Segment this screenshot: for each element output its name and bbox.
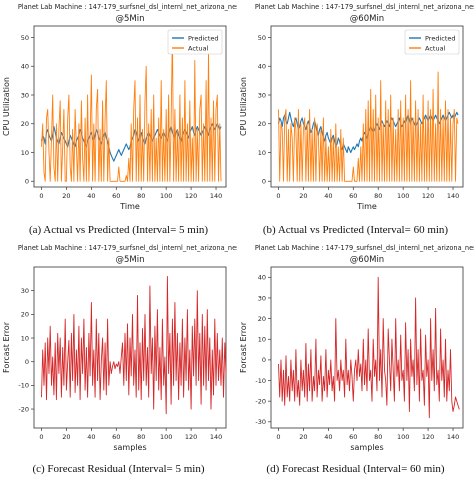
y-tick-label: 40: [258, 63, 266, 71]
x-tick-label: 80: [137, 433, 145, 441]
x-tick-label: 60: [112, 433, 120, 441]
x-tick-label: 140: [210, 433, 222, 441]
legend-label: Predicted: [425, 34, 456, 42]
y-axis-label: CPU Utilization: [2, 77, 11, 136]
y-tick-label: 30: [258, 91, 266, 99]
caption-a: (a) Actual vs Predicted (Interval= 5 min…: [28, 224, 209, 236]
chart-d: Planet Lab Machine : 147-179_surfsnel_ds…: [239, 244, 474, 452]
y-tick-label: -10: [18, 382, 29, 390]
chart-subtitle: @60Min: [350, 255, 384, 265]
caption-b: (b) Actual vs Predicted (Interval= 60 mi…: [262, 224, 449, 236]
chart-a: Planet Lab Machine : 147-179_surfsnel_ds…: [2, 3, 237, 211]
x-axis-label: samples: [113, 443, 146, 452]
chart-c: Planet Lab Machine : 147-179_surfsnel_ds…: [2, 244, 237, 452]
residual-line: [278, 276, 460, 419]
x-tick-label: 80: [374, 433, 382, 441]
panel-c: Planet Lab Machine : 147-179_surfsnel_ds…: [0, 241, 237, 482]
x-tick-label: 100: [397, 192, 409, 200]
chart-subtitle: @60Min: [350, 14, 384, 24]
panel-a: Planet Lab Machine : 147-179_surfsnel_ds…: [0, 0, 237, 241]
y-axis-label: CPU Utilization: [239, 77, 248, 136]
y-tick-label: 20: [258, 120, 266, 128]
x-tick-label: 0: [39, 192, 43, 200]
y-axis-label: Forcast Error: [2, 321, 11, 373]
y-axis-label: Forcast Error: [239, 321, 248, 373]
y-tick-label: 50: [258, 34, 266, 42]
x-tick-label: 60: [349, 192, 357, 200]
y-tick-label: 0: [25, 178, 29, 186]
y-tick-label: 40: [21, 63, 29, 71]
x-tick-label: 100: [160, 433, 172, 441]
chart-title: Planet Lab Machine : 147-179_surfsnel_ds…: [255, 244, 474, 252]
caption-c: (c) Forecast Residual (Interval= 5 min): [32, 463, 205, 475]
x-tick-label: 60: [112, 192, 120, 200]
x-tick-label: 20: [299, 433, 307, 441]
x-axis-label: Time: [356, 202, 377, 211]
y-tick-label: 10: [21, 149, 29, 157]
x-tick-label: 60: [349, 433, 357, 441]
chart-title: Planet Lab Machine : 147-179_surfsnel_ds…: [18, 3, 237, 11]
y-tick-label: 10: [21, 334, 29, 342]
y-tick-label: 20: [258, 315, 266, 323]
x-tick-label: 20: [62, 192, 70, 200]
y-tick-label: -10: [255, 377, 266, 385]
y-tick-label: 0: [262, 178, 266, 186]
x-tick-label: 0: [39, 433, 43, 441]
x-tick-label: 0: [276, 433, 280, 441]
x-axis-label: samples: [350, 443, 383, 452]
series-actual-line: [41, 31, 222, 182]
panel-b: Planet Lab Machine : 147-179_surfsnel_ds…: [237, 0, 474, 241]
y-tick-label: -30: [255, 418, 266, 426]
x-tick-label: 100: [397, 433, 409, 441]
y-tick-label: -20: [255, 397, 266, 405]
legend-label: Predicted: [188, 34, 219, 42]
x-tick-label: 140: [447, 433, 459, 441]
x-tick-label: 80: [374, 192, 382, 200]
y-tick-label: 30: [21, 91, 29, 99]
x-tick-label: 120: [185, 433, 197, 441]
x-tick-label: 40: [87, 433, 95, 441]
legend-label: Actual: [188, 44, 209, 52]
panel-d: Planet Lab Machine : 147-179_surfsnel_ds…: [237, 241, 474, 482]
x-tick-label: 120: [422, 192, 434, 200]
y-tick-label: 10: [258, 336, 266, 344]
chart-title: Planet Lab Machine : 147-179_surfsnel_ds…: [255, 3, 474, 11]
chart-b: Planet Lab Machine : 147-179_surfsnel_ds…: [239, 3, 474, 211]
x-tick-label: 0: [276, 192, 280, 200]
x-tick-label: 20: [299, 192, 307, 200]
y-tick-label: 50: [21, 34, 29, 42]
y-tick-label: 10: [258, 149, 266, 157]
y-tick-label: 0: [25, 358, 29, 366]
y-tick-label: 0: [262, 356, 266, 364]
x-tick-label: 140: [210, 192, 222, 200]
y-tick-label: 20: [21, 311, 29, 319]
x-tick-label: 40: [324, 192, 332, 200]
residual-line: [41, 276, 227, 415]
y-tick-label: 40: [258, 274, 266, 282]
x-axis-label: Time: [119, 202, 140, 211]
x-tick-label: 140: [447, 192, 459, 200]
caption-d: (d) Forecast Residual (Interval= 60 min): [266, 463, 445, 475]
x-tick-label: 120: [185, 192, 197, 200]
x-tick-label: 120: [422, 433, 434, 441]
y-tick-label: 20: [21, 120, 29, 128]
y-tick-label: -20: [18, 405, 29, 413]
legend-label: Actual: [425, 44, 446, 52]
chart-subtitle: @5Min: [116, 14, 145, 24]
y-tick-label: 30: [21, 287, 29, 295]
x-tick-label: 100: [160, 192, 172, 200]
x-tick-label: 20: [62, 433, 70, 441]
x-tick-label: 80: [137, 192, 145, 200]
chart-title: Planet Lab Machine : 147-179_surfsnel_ds…: [18, 244, 237, 252]
x-tick-label: 40: [324, 433, 332, 441]
series-actual-line: [278, 71, 459, 182]
x-tick-label: 40: [87, 192, 95, 200]
chart-subtitle: @5Min: [116, 255, 145, 265]
y-tick-label: 30: [258, 294, 266, 302]
